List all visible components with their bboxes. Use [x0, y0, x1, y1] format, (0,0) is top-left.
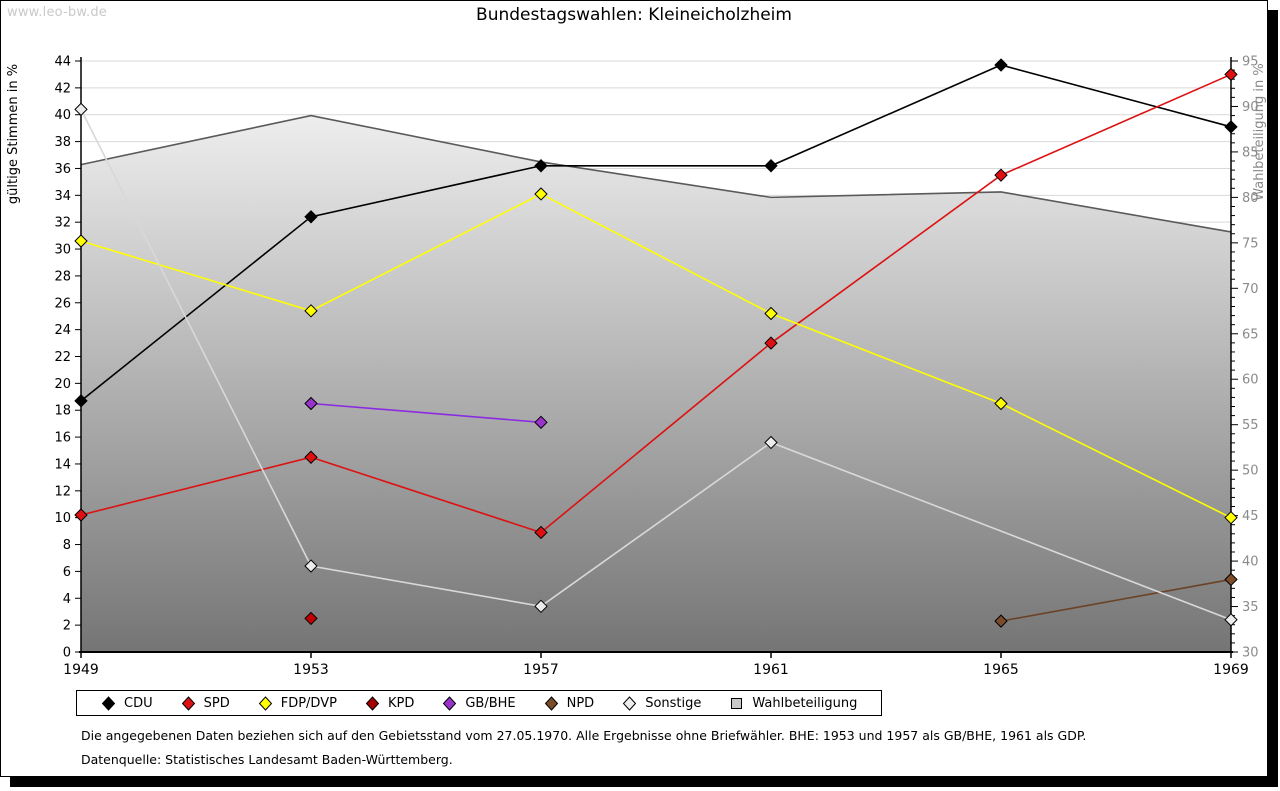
series-kpd	[304, 611, 318, 626]
legend-item-kpd: KPD	[351, 696, 428, 711]
svg-text:85: 85	[1242, 145, 1259, 160]
svg-text:20: 20	[54, 377, 71, 392]
legend-marker-icon	[544, 695, 558, 711]
svg-text:38: 38	[54, 135, 71, 150]
legend-label: FDP/DVP	[280, 695, 337, 711]
right-axis-title: Wahlbeteiligung in %	[1252, 63, 1267, 200]
svg-text:24: 24	[54, 323, 71, 338]
svg-text:34: 34	[54, 189, 71, 204]
legend-label: Sonstige	[645, 695, 702, 711]
svg-text:95: 95	[1242, 55, 1259, 70]
legend-marker-icon	[623, 695, 637, 711]
svg-text:65: 65	[1242, 327, 1259, 342]
svg-text:55: 55	[1242, 418, 1259, 433]
chart-title: Bundestagswahlen: Kleineicholzheim	[476, 5, 792, 25]
svg-text:10: 10	[54, 511, 71, 526]
svg-text:18: 18	[54, 404, 71, 419]
svg-text:0: 0	[63, 646, 71, 661]
series-spd	[74, 67, 1238, 540]
svg-text:35: 35	[1242, 600, 1259, 615]
svg-text:42: 42	[54, 81, 71, 96]
svg-text:12: 12	[54, 484, 71, 499]
svg-text:16: 16	[54, 431, 71, 446]
legend-item-sonstige: Sonstige	[608, 696, 715, 711]
svg-text:4: 4	[63, 592, 71, 607]
svg-text:8: 8	[63, 538, 71, 553]
svg-text:1965: 1965	[983, 662, 1019, 678]
svg-text:32: 32	[54, 216, 71, 231]
svg-text:75: 75	[1242, 236, 1259, 251]
svg-text:26: 26	[54, 296, 71, 311]
svg-text:1953: 1953	[293, 662, 329, 678]
legend-label: CDU	[124, 695, 153, 711]
svg-text:30: 30	[1242, 646, 1259, 661]
legend-marker-icon	[181, 695, 195, 711]
footer-note: Die angegebenen Daten beziehen sich auf …	[81, 728, 1087, 743]
svg-text:60: 60	[1242, 373, 1259, 388]
left-axis-title: gültige Stimmen in %	[6, 64, 21, 204]
svg-text:1949: 1949	[63, 662, 99, 678]
svg-text:1961: 1961	[753, 662, 789, 678]
legend-marker-icon	[731, 697, 743, 709]
series-gb-bhe	[304, 396, 548, 430]
legend-item-gb-bhe: GB/BHE	[428, 696, 529, 711]
chart-legend: CDU SPD FDP/DVP KPD GB/BHE NPD Sonstige Wahlbet…	[76, 690, 883, 716]
series-npd	[994, 572, 1238, 628]
legend-item-wahlbeteiligung: Wahlbeteiligung	[715, 696, 871, 711]
svg-text:22: 22	[54, 350, 71, 365]
svg-text:80: 80	[1242, 191, 1259, 206]
legend-label: GB/BHE	[465, 695, 516, 711]
legend-item-spd: SPD	[167, 696, 244, 711]
svg-text:70: 70	[1242, 282, 1259, 297]
legend-marker-icon	[365, 695, 380, 711]
svg-text:1957: 1957	[523, 662, 559, 678]
svg-text:36: 36	[54, 162, 71, 177]
legend-label: KPD	[387, 695, 415, 711]
legend-label: Wahlbeteiligung	[752, 695, 858, 711]
legend-item-cdu: CDU	[87, 696, 167, 711]
legend-label: SPD	[203, 695, 230, 711]
svg-text:40: 40	[1242, 555, 1259, 570]
svg-text:2: 2	[63, 619, 71, 634]
legend-label: NPD	[566, 695, 595, 711]
legend-item-npd: NPD	[530, 696, 609, 711]
series-sonstige	[74, 102, 1238, 627]
leo-bw-watermark: www.leo-bw.de	[7, 5, 108, 20]
svg-text:6: 6	[63, 565, 71, 580]
chart-widget: www.leo-bw.de Bundestagswahlen: Kleineic…	[0, 0, 1268, 777]
legend-item-fdp-dvp: FDP/DVP	[244, 696, 351, 711]
svg-text:30: 30	[54, 243, 71, 258]
election-chart: 0 2 4 6 8 10 12 14 16 18 20 22 24 26 28 30 32 34 36 38 40 42 4…	[1, 1, 1269, 691]
svg-text:50: 50	[1242, 464, 1259, 479]
election-chart-svg: 0246810121416182022242628303234363840424…	[6, 55, 1267, 679]
svg-text:45: 45	[1242, 509, 1259, 524]
footer-source: Datenquelle: Statistisches Landesamt Bad…	[81, 752, 453, 767]
series-fdp-dvp	[74, 187, 1238, 525]
svg-text:44: 44	[54, 55, 71, 70]
svg-text:40: 40	[54, 108, 71, 123]
svg-text:28: 28	[54, 269, 71, 284]
series-area-wahlbeteiligung	[80, 114, 1232, 653]
series-cdu	[74, 58, 1238, 408]
legend-marker-icon	[443, 695, 457, 711]
svg-text:14: 14	[54, 457, 71, 472]
legend-marker-icon	[258, 695, 272, 711]
legend-marker-icon	[101, 695, 116, 711]
svg-text:90: 90	[1242, 100, 1259, 115]
svg-text:1969: 1969	[1213, 662, 1249, 678]
